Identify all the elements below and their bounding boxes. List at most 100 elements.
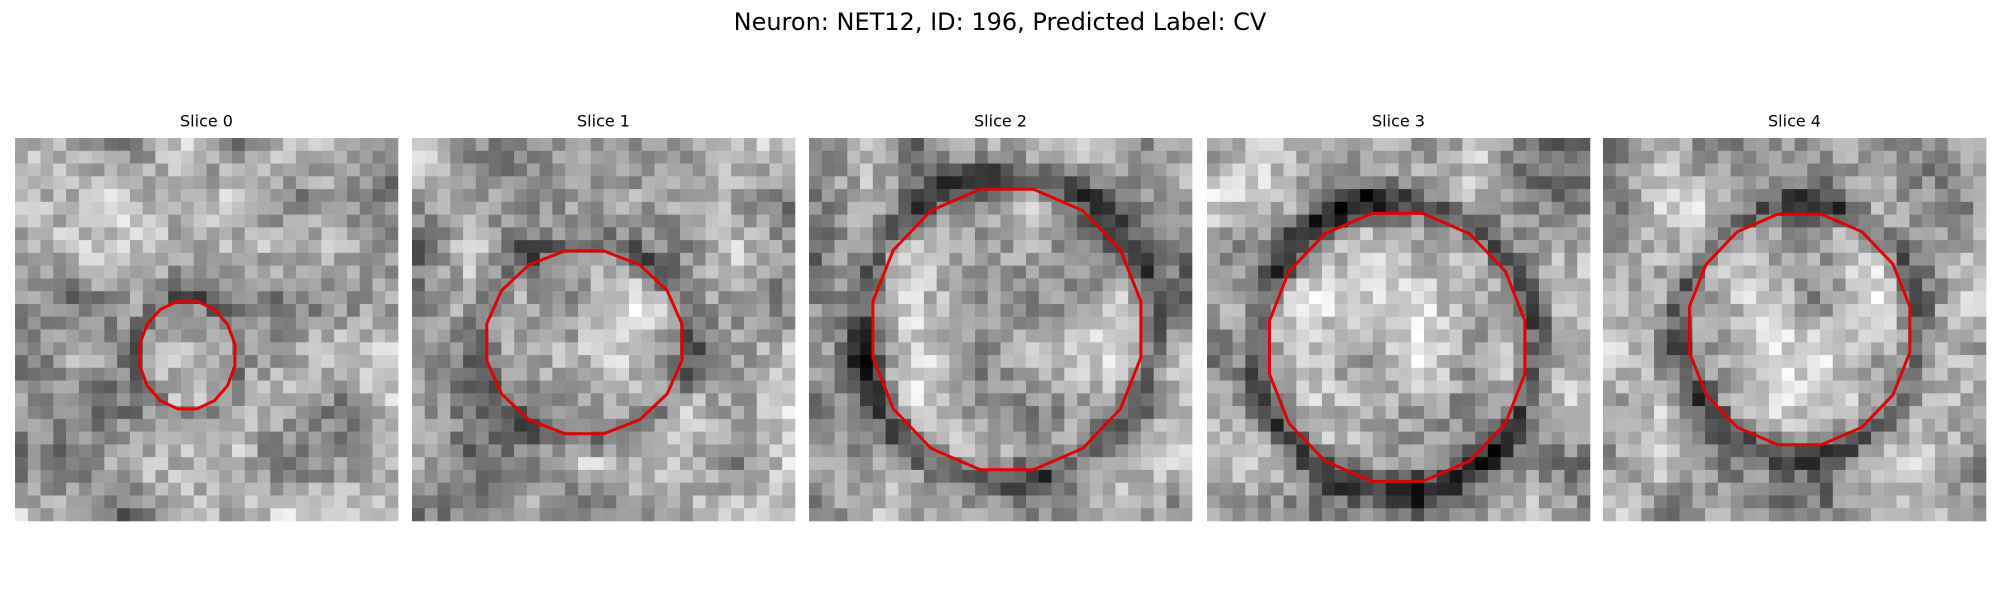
image-pixel	[1398, 291, 1412, 305]
image-pixel	[1820, 163, 1834, 177]
image-pixel	[1973, 482, 1987, 496]
image-pixel	[1705, 342, 1719, 356]
image-pixel	[1283, 303, 1297, 318]
image-pixel	[936, 457, 950, 471]
image-pixel	[654, 240, 668, 254]
image-pixel	[1922, 150, 1936, 164]
image-pixel	[1858, 342, 1872, 356]
image-pixel	[1077, 240, 1091, 254]
image-pixel	[1436, 227, 1450, 241]
image-pixel	[987, 176, 1001, 190]
image-pixel	[412, 393, 426, 407]
image-pixel	[1666, 176, 1680, 190]
image-pixel	[756, 303, 770, 318]
image-pixel	[1347, 240, 1361, 254]
image-pixel	[1462, 380, 1476, 394]
image-pixel	[718, 444, 732, 458]
image-pixel	[193, 278, 207, 292]
image-pixel	[667, 176, 681, 190]
image-pixel	[692, 406, 706, 420]
image-pixel	[821, 240, 835, 254]
image-pixel	[450, 482, 464, 496]
image-pixel	[257, 316, 271, 330]
image-pixel	[911, 444, 925, 458]
image-pixel	[1179, 508, 1193, 522]
image-pixel	[1372, 252, 1387, 266]
image-pixel	[769, 444, 783, 458]
image-pixel	[78, 355, 92, 369]
image-pixel	[1947, 508, 1961, 522]
image-pixel	[1768, 291, 1783, 305]
image-pixel	[1564, 176, 1578, 190]
image-pixel	[1705, 431, 1719, 445]
image-pixel	[257, 252, 271, 266]
image-pixel	[334, 393, 348, 407]
image-pixel	[321, 252, 335, 266]
image-pixel	[718, 469, 732, 483]
image-pixel	[1807, 138, 1821, 152]
image-pixel	[1551, 138, 1565, 152]
image-pixel	[1449, 150, 1463, 164]
image-pixel	[359, 393, 373, 407]
image-pixel	[1781, 214, 1795, 228]
image-pixel	[1717, 265, 1731, 279]
image-pixel	[155, 342, 169, 356]
image-pixel	[1153, 367, 1167, 381]
image-pixel	[987, 138, 1001, 152]
image-pixel	[834, 163, 848, 177]
image-pixel	[539, 457, 553, 471]
image-pixel	[412, 252, 426, 266]
image-pixel	[295, 418, 309, 432]
image-pixel	[1705, 329, 1719, 343]
image-pixel	[1411, 508, 1425, 522]
image-pixel	[860, 201, 874, 215]
image-pixel	[1051, 150, 1065, 164]
image-pixel	[616, 431, 630, 445]
image-pixel	[180, 355, 195, 369]
image-pixel	[1166, 508, 1180, 522]
image-pixel	[1768, 316, 1783, 330]
image-pixel	[821, 418, 835, 432]
image-pixel	[782, 444, 796, 458]
image-pixel	[1666, 418, 1680, 432]
image-pixel	[1449, 316, 1463, 330]
image-pixel	[219, 240, 233, 254]
image-pixel	[1743, 444, 1757, 458]
image-pixel	[1115, 303, 1129, 318]
image-pixel	[1909, 278, 1923, 292]
image-pixel	[898, 329, 912, 343]
image-pixel	[962, 214, 976, 228]
image-pixel	[463, 265, 477, 279]
image-pixel	[1245, 227, 1259, 241]
image-pixel	[1730, 138, 1744, 152]
image-pixel	[1500, 469, 1514, 483]
image-pixel	[1462, 393, 1476, 407]
image-pixel	[1487, 227, 1501, 241]
image-pixel	[40, 482, 54, 496]
image-pixel	[1347, 457, 1361, 471]
image-pixel	[1577, 367, 1591, 381]
image-pixel	[1475, 150, 1489, 164]
image-pixel	[1309, 457, 1323, 471]
image-pixel	[1743, 457, 1757, 471]
image-pixel	[1526, 469, 1540, 483]
image-pixel	[705, 469, 719, 483]
image-pixel	[232, 367, 246, 381]
image-pixel	[1934, 163, 1948, 177]
image-pixel	[1398, 138, 1412, 152]
image-pixel	[641, 150, 655, 164]
image-pixel	[1089, 252, 1103, 266]
image-pixel	[385, 406, 399, 420]
image-pixel	[1641, 431, 1655, 445]
image-pixel	[743, 291, 757, 305]
image-pixel	[834, 431, 848, 445]
image-pixel	[1436, 495, 1450, 509]
image-pixel	[270, 406, 284, 420]
image-pixel	[1973, 457, 1987, 471]
image-pixel	[1077, 189, 1091, 203]
image-pixel	[1730, 355, 1744, 369]
image-pixel	[155, 278, 169, 292]
image-pixel	[1038, 150, 1052, 164]
image-pixel	[1615, 278, 1629, 292]
image-pixel	[1013, 316, 1027, 330]
